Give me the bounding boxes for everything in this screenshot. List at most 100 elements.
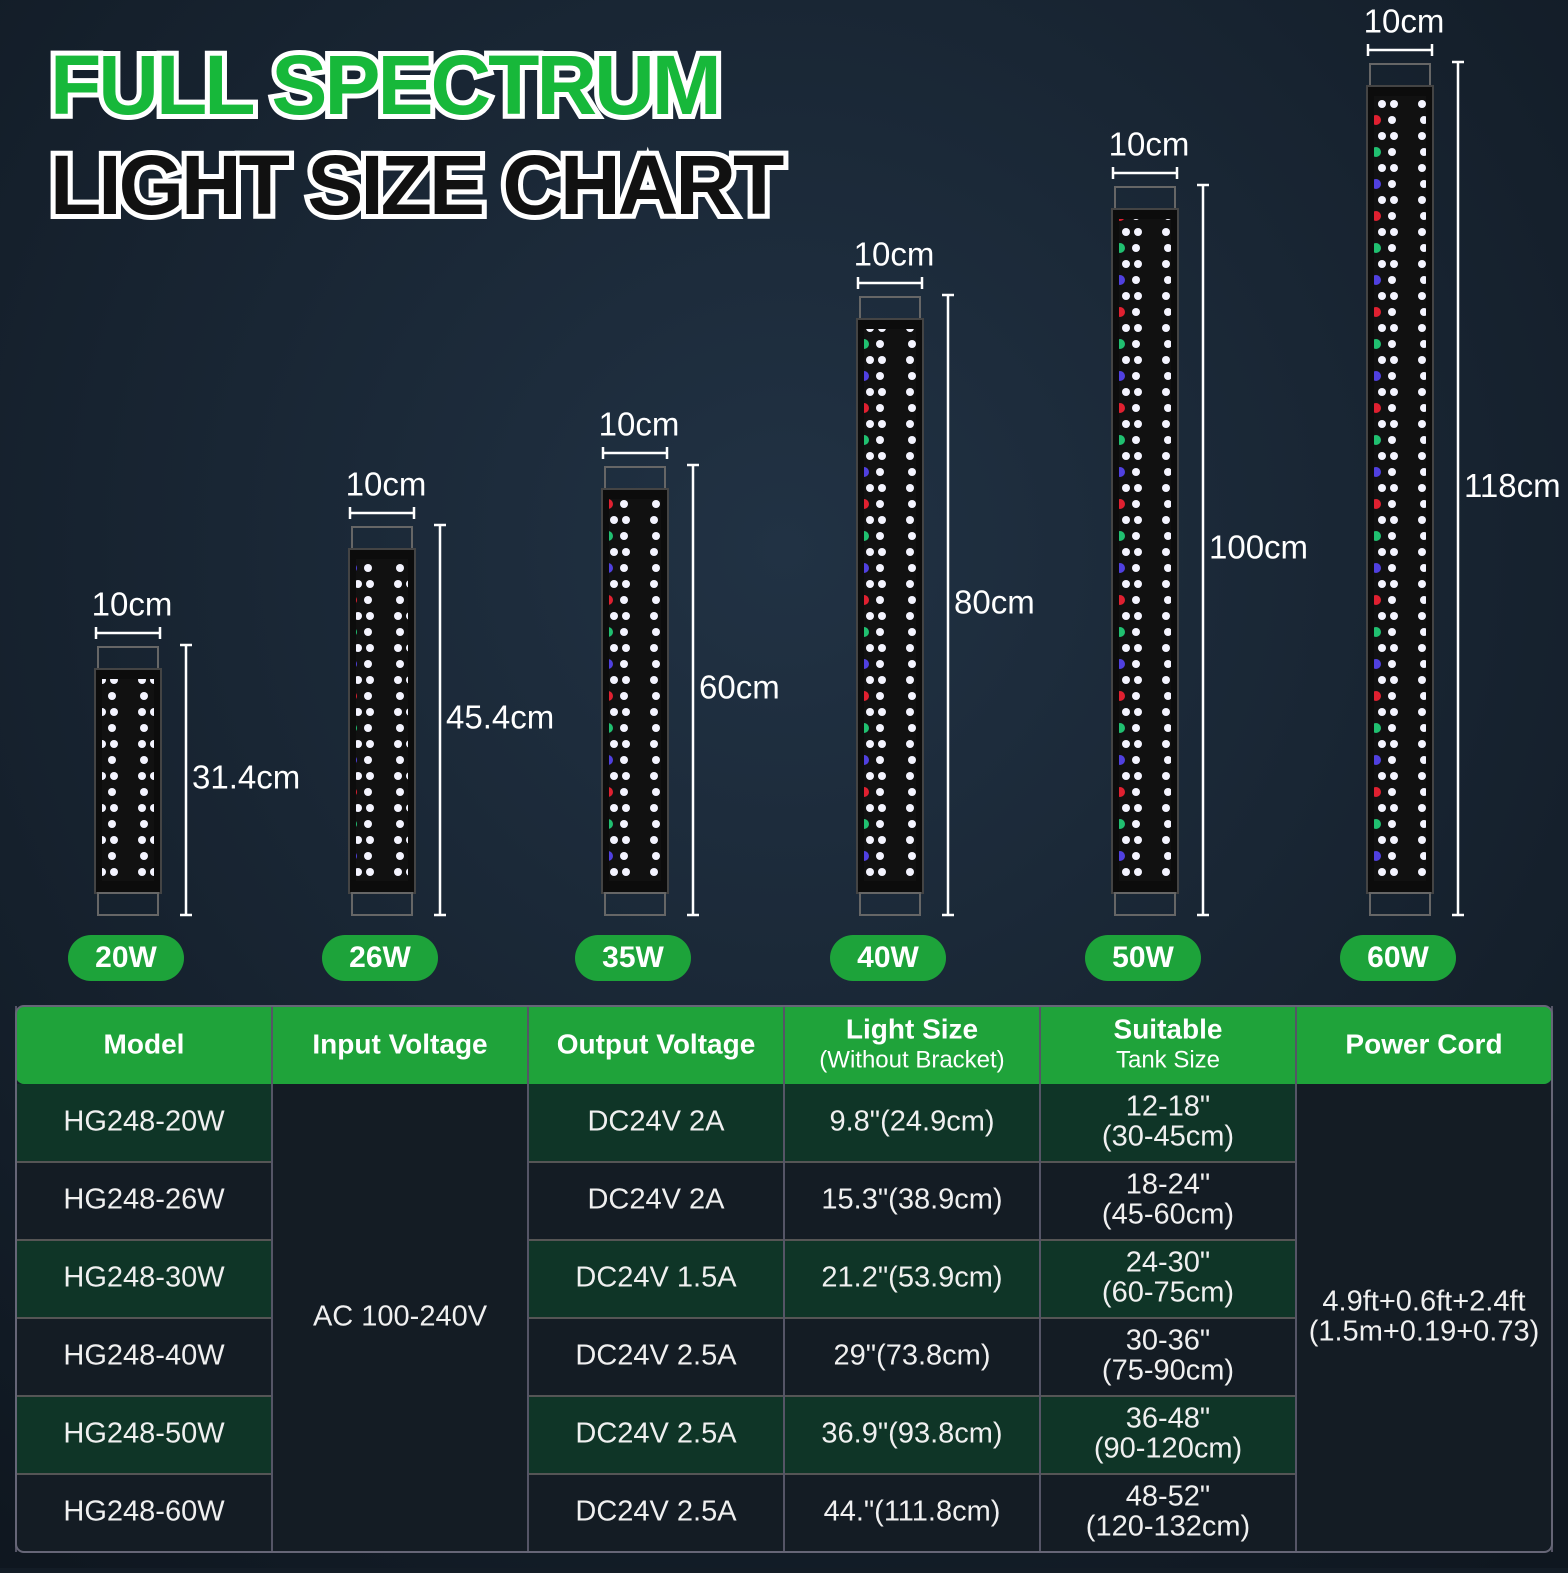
- length-label: 45.4cm: [446, 699, 554, 736]
- cell-bg: [1040, 1474, 1296, 1552]
- cell-bg: [784, 1240, 1040, 1318]
- tank-size: (45-60cm): [1102, 1199, 1234, 1231]
- watt-badge: [575, 935, 691, 981]
- output-voltage: DC24V 2.5A: [575, 1496, 737, 1528]
- cell-bg: [16, 1474, 272, 1552]
- cell-bg: [784, 1162, 1040, 1240]
- cell-bg: [784, 1084, 1040, 1162]
- output-voltage: DC24V 1.5A: [575, 1262, 737, 1294]
- header-text: Suitable: [1114, 1013, 1223, 1044]
- cell-bg: [16, 1162, 272, 1240]
- lights: 31.4cm 10cm 20W 45.4cm 10cm 26W 60cm 10cm 35W 80c…: [68, 3, 1561, 981]
- watt-badge: [830, 935, 946, 981]
- header-text: Model: [104, 1028, 185, 1059]
- input-voltage: AC 100-240V: [313, 1301, 488, 1333]
- cell-bg: [528, 1084, 784, 1162]
- cell-bg: [1040, 1318, 1296, 1396]
- cell-bg: [528, 1162, 784, 1240]
- cell-bg: [784, 1396, 1040, 1474]
- watt-label: 50W: [1112, 941, 1174, 974]
- width-label: 10cm: [92, 586, 173, 623]
- cell-bg: [16, 1318, 272, 1396]
- cell-bg: [1040, 1396, 1296, 1474]
- width-label: 10cm: [1109, 126, 1190, 163]
- watt-label: 26W: [349, 941, 411, 974]
- led-array: [1374, 96, 1426, 881]
- spec-table: Model Input Voltage Output Voltage Light Si…: [15, 1005, 1553, 1553]
- output-voltage: DC24V 2.5A: [575, 1340, 737, 1372]
- header-text: Light Size: [846, 1013, 978, 1044]
- length-label: 100cm: [1209, 529, 1308, 566]
- led-array: [102, 679, 154, 881]
- cell-bg: [16, 1240, 272, 1318]
- light-size: 21.2"(53.9cm): [821, 1262, 1002, 1294]
- width-label: 10cm: [599, 406, 680, 443]
- tank-size: (30-45cm): [1102, 1121, 1234, 1153]
- model: HG248-40W: [63, 1340, 225, 1372]
- bracket-foot: [1369, 892, 1431, 916]
- model: HG248-50W: [63, 1418, 225, 1450]
- watt-badge: [68, 935, 184, 981]
- tank-size: (90-120cm): [1094, 1433, 1242, 1465]
- bracket-foot: [351, 892, 413, 916]
- length-label: 31.4cm: [192, 759, 300, 796]
- power-cord: 4.9ft+0.6ft+2.4ft: [1322, 1286, 1525, 1318]
- width-label: 10cm: [1364, 3, 1445, 40]
- cell-bg: [784, 1474, 1040, 1552]
- watt-label: 40W: [857, 941, 919, 974]
- header-text: (Without Bracket): [819, 1046, 1004, 1073]
- cell-bg: [16, 1396, 272, 1474]
- output-voltage: DC24V 2A: [587, 1106, 725, 1138]
- bracket-foot: [859, 892, 921, 916]
- header-text: Output Voltage: [557, 1028, 756, 1059]
- cell-bg: [1040, 1084, 1296, 1162]
- watt-label: 35W: [602, 941, 664, 974]
- tank-size: 18-24": [1126, 1169, 1210, 1201]
- light-size: 15.3"(38.9cm): [821, 1184, 1002, 1216]
- watt-label: 20W: [95, 941, 157, 974]
- cell-bg: [16, 1084, 272, 1162]
- bracket-foot: [604, 892, 666, 916]
- led-array: [1119, 219, 1171, 881]
- title-line2: LIGHT SIZE CHART: [50, 138, 784, 232]
- led-array: [864, 329, 916, 881]
- tank-size: (75-90cm): [1102, 1355, 1234, 1387]
- light-size: 36.9"(93.8cm): [821, 1418, 1002, 1450]
- bracket-foot: [97, 892, 159, 916]
- cell-bg: [1040, 1162, 1296, 1240]
- watt-badge: [1340, 935, 1456, 981]
- width-label: 10cm: [854, 236, 935, 273]
- output-voltage: DC24V 2A: [587, 1184, 725, 1216]
- cell-bg: [784, 1318, 1040, 1396]
- output-voltage: DC24V 2.5A: [575, 1418, 737, 1450]
- light-size: 9.8"(24.9cm): [829, 1106, 994, 1138]
- led-array: [609, 499, 661, 881]
- watt-label: 60W: [1367, 941, 1429, 974]
- model: HG248-60W: [63, 1496, 225, 1528]
- header-text: Tank Size: [1116, 1046, 1220, 1073]
- cell-bg: [528, 1318, 784, 1396]
- tank-size: 30-36": [1126, 1325, 1210, 1357]
- tank-size: 24-30": [1126, 1247, 1210, 1279]
- model: HG248-26W: [63, 1184, 225, 1216]
- cell-bg: [1040, 1240, 1296, 1318]
- watt-badge: [1085, 935, 1201, 981]
- model: HG248-20W: [63, 1106, 225, 1138]
- led-array: [356, 559, 408, 881]
- cell-bg: [528, 1396, 784, 1474]
- table-border: [15, 1005, 1553, 1553]
- length-label: 60cm: [699, 669, 780, 706]
- tank-size: 48-52": [1126, 1481, 1210, 1513]
- power-cord: (1.5m+0.19+0.73): [1309, 1316, 1540, 1348]
- length-label: 118cm: [1464, 467, 1561, 504]
- header-text: Input Voltage: [312, 1028, 487, 1059]
- watt-badge: [322, 935, 438, 981]
- width-label: 10cm: [346, 466, 427, 503]
- cell-bg: [528, 1240, 784, 1318]
- light-size: 29"(73.8cm): [834, 1340, 991, 1372]
- light-size: 44."(111.8cm): [824, 1496, 1001, 1528]
- length-label: 80cm: [954, 584, 1035, 621]
- tank-size: (120-132cm): [1086, 1511, 1250, 1543]
- cell-bg: [528, 1474, 784, 1552]
